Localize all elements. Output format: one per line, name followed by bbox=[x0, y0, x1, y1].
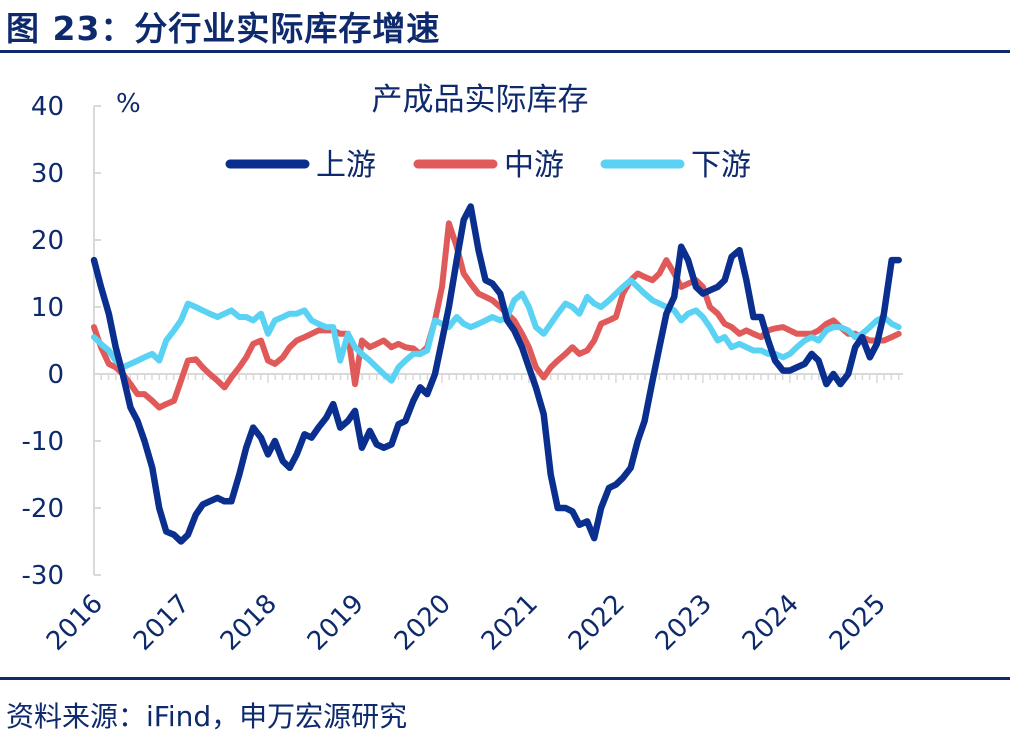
x-tick-label: 2019 bbox=[302, 589, 370, 657]
x-tick-label: 2023 bbox=[650, 589, 718, 657]
source-divider bbox=[0, 677, 1010, 680]
legend-item-midstream: 中游 bbox=[413, 148, 564, 183]
chart-title: 产成品实际库存 bbox=[372, 82, 589, 118]
figure-title: 图 23：分行业实际库存增速 bbox=[6, 9, 441, 48]
x-tick-label: 2020 bbox=[389, 589, 457, 657]
series-line-downstream bbox=[91, 277, 902, 384]
x-tick-label: 2022 bbox=[563, 589, 631, 657]
y-tick-label: 40 bbox=[31, 92, 64, 122]
x-tick-label: 2024 bbox=[737, 589, 805, 657]
y-tick-label: 0 bbox=[47, 360, 64, 390]
legend: 上游 中游 下游 bbox=[225, 148, 751, 183]
legend-label-upstream: 上游 bbox=[316, 148, 376, 183]
source-note: 资料来源：iFind，申万宏源研究 bbox=[6, 700, 408, 733]
y-tick-label: 20 bbox=[31, 226, 64, 256]
y-tick-label: -10 bbox=[22, 427, 64, 457]
legend-label-downstream: 下游 bbox=[691, 148, 751, 183]
y-tick-label: 10 bbox=[31, 293, 64, 323]
chart-series-layer bbox=[90, 203, 902, 545]
y-tick-label: -20 bbox=[22, 494, 64, 524]
legend-item-downstream: 下游 bbox=[600, 148, 751, 183]
legend-label-midstream: 中游 bbox=[504, 148, 564, 183]
y-tick-label: -30 bbox=[22, 561, 64, 591]
title-divider bbox=[0, 50, 1010, 53]
y-axis-unit: % bbox=[116, 89, 141, 119]
x-tick-label: 2017 bbox=[128, 589, 196, 657]
x-tick-label: 2018 bbox=[215, 589, 283, 657]
x-tick-label: 2025 bbox=[824, 589, 892, 657]
chart-axes: -30 -20 -10 0 10 20 30 40 2016 2017 2018 2019 2020 20… bbox=[22, 92, 903, 657]
y-tick-label: 30 bbox=[31, 159, 64, 189]
x-tick-label: 2021 bbox=[476, 589, 544, 657]
x-tick-label: 2016 bbox=[41, 589, 109, 657]
series-line-upstream bbox=[90, 203, 902, 545]
legend-item-upstream: 上游 bbox=[225, 148, 376, 183]
chart: -30 -20 -10 0 10 20 30 40 2016 2017 2018 2019 2020 20… bbox=[22, 82, 903, 657]
